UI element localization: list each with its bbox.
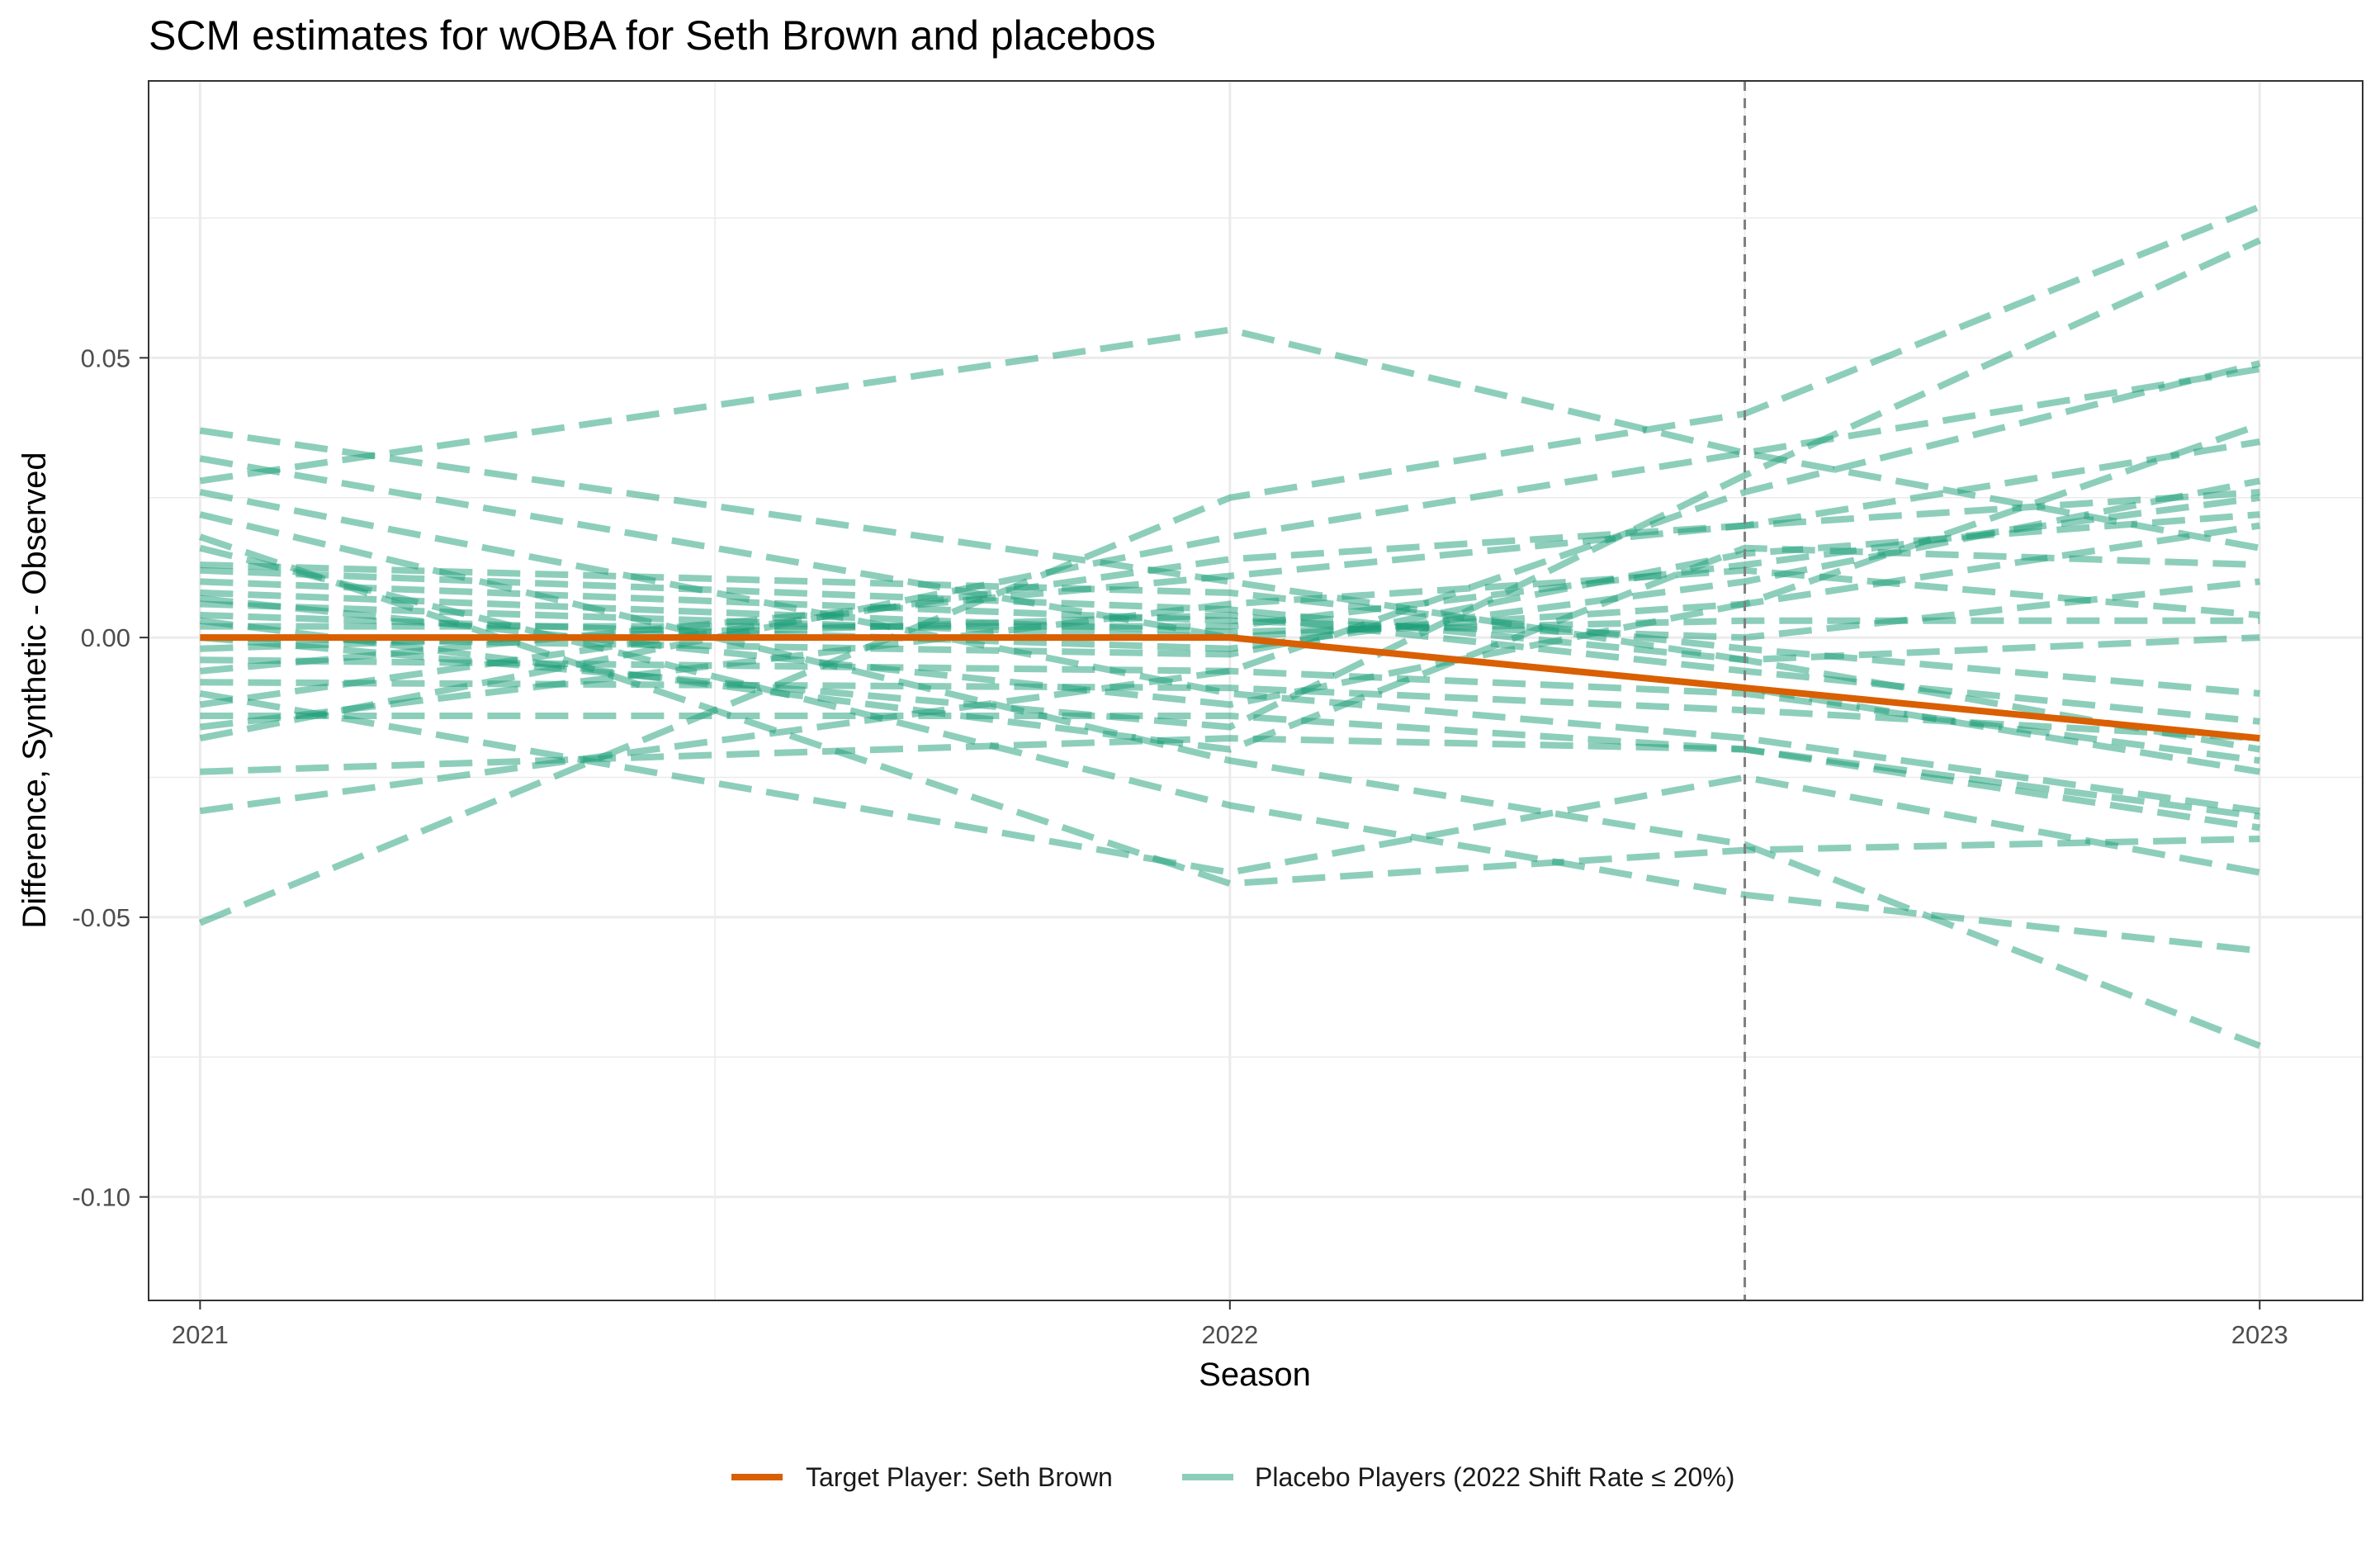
placebo-series-line-9 <box>200 589 2260 636</box>
x-axis-ticks: 2021 2022 2023 <box>172 1300 2288 1349</box>
x-tick-label: 2021 <box>172 1320 229 1349</box>
placebo-series-line-19 <box>199 365 2260 742</box>
y-tick-label: -0.10 <box>72 1183 130 1212</box>
legend: Target Player: Seth Brown Placebo Player… <box>731 1462 1734 1492</box>
placebo-series-line-29 <box>199 544 2260 753</box>
legend-label-placebo: Placebo Players (2022 Shift Rate ≤ 20%) <box>1255 1462 1734 1492</box>
x-tick-label: 2022 <box>1201 1320 1258 1349</box>
chart-title: SCM estimates for wOBA for Seth Brown an… <box>149 12 1156 59</box>
y-axis-title: Difference, Synthetic - Observed <box>17 452 53 928</box>
y-tick-label: -0.05 <box>72 903 130 932</box>
placebo-series-line-21 <box>199 360 2261 815</box>
x-axis-title: Season <box>1199 1357 1311 1393</box>
target-series-line <box>200 634 2260 742</box>
target-series-group <box>200 634 2260 742</box>
placebo-series-line-30 <box>199 566 2260 731</box>
plot-border <box>148 80 2363 1301</box>
placebo-series-line-16 <box>200 679 2260 742</box>
placebo-series-line-5 <box>199 544 2260 954</box>
placebo-series-line-24 <box>199 533 2260 888</box>
placebo-series-line-17 <box>199 438 2260 708</box>
placebo-series-line-23 <box>199 326 2261 552</box>
y-axis-ticks: -0.10 -0.05 0.00 0.05 <box>72 343 149 1212</box>
x-tick-label: 2023 <box>2231 1320 2288 1349</box>
placebo-series-line-25 <box>199 689 2261 876</box>
legend-label-target: Target Player: Seth Brown <box>806 1462 1113 1492</box>
placebo-series-line-1 <box>199 427 2260 664</box>
placebo-series-line-28 <box>200 489 2260 675</box>
y-tick-label: 0.05 <box>81 343 130 372</box>
placebo-series-line-26 <box>200 237 2261 731</box>
placebo-series-line-27 <box>199 421 2261 708</box>
placebo-series-line-3 <box>199 489 2260 815</box>
y-tick-label: 0.00 <box>81 623 130 652</box>
